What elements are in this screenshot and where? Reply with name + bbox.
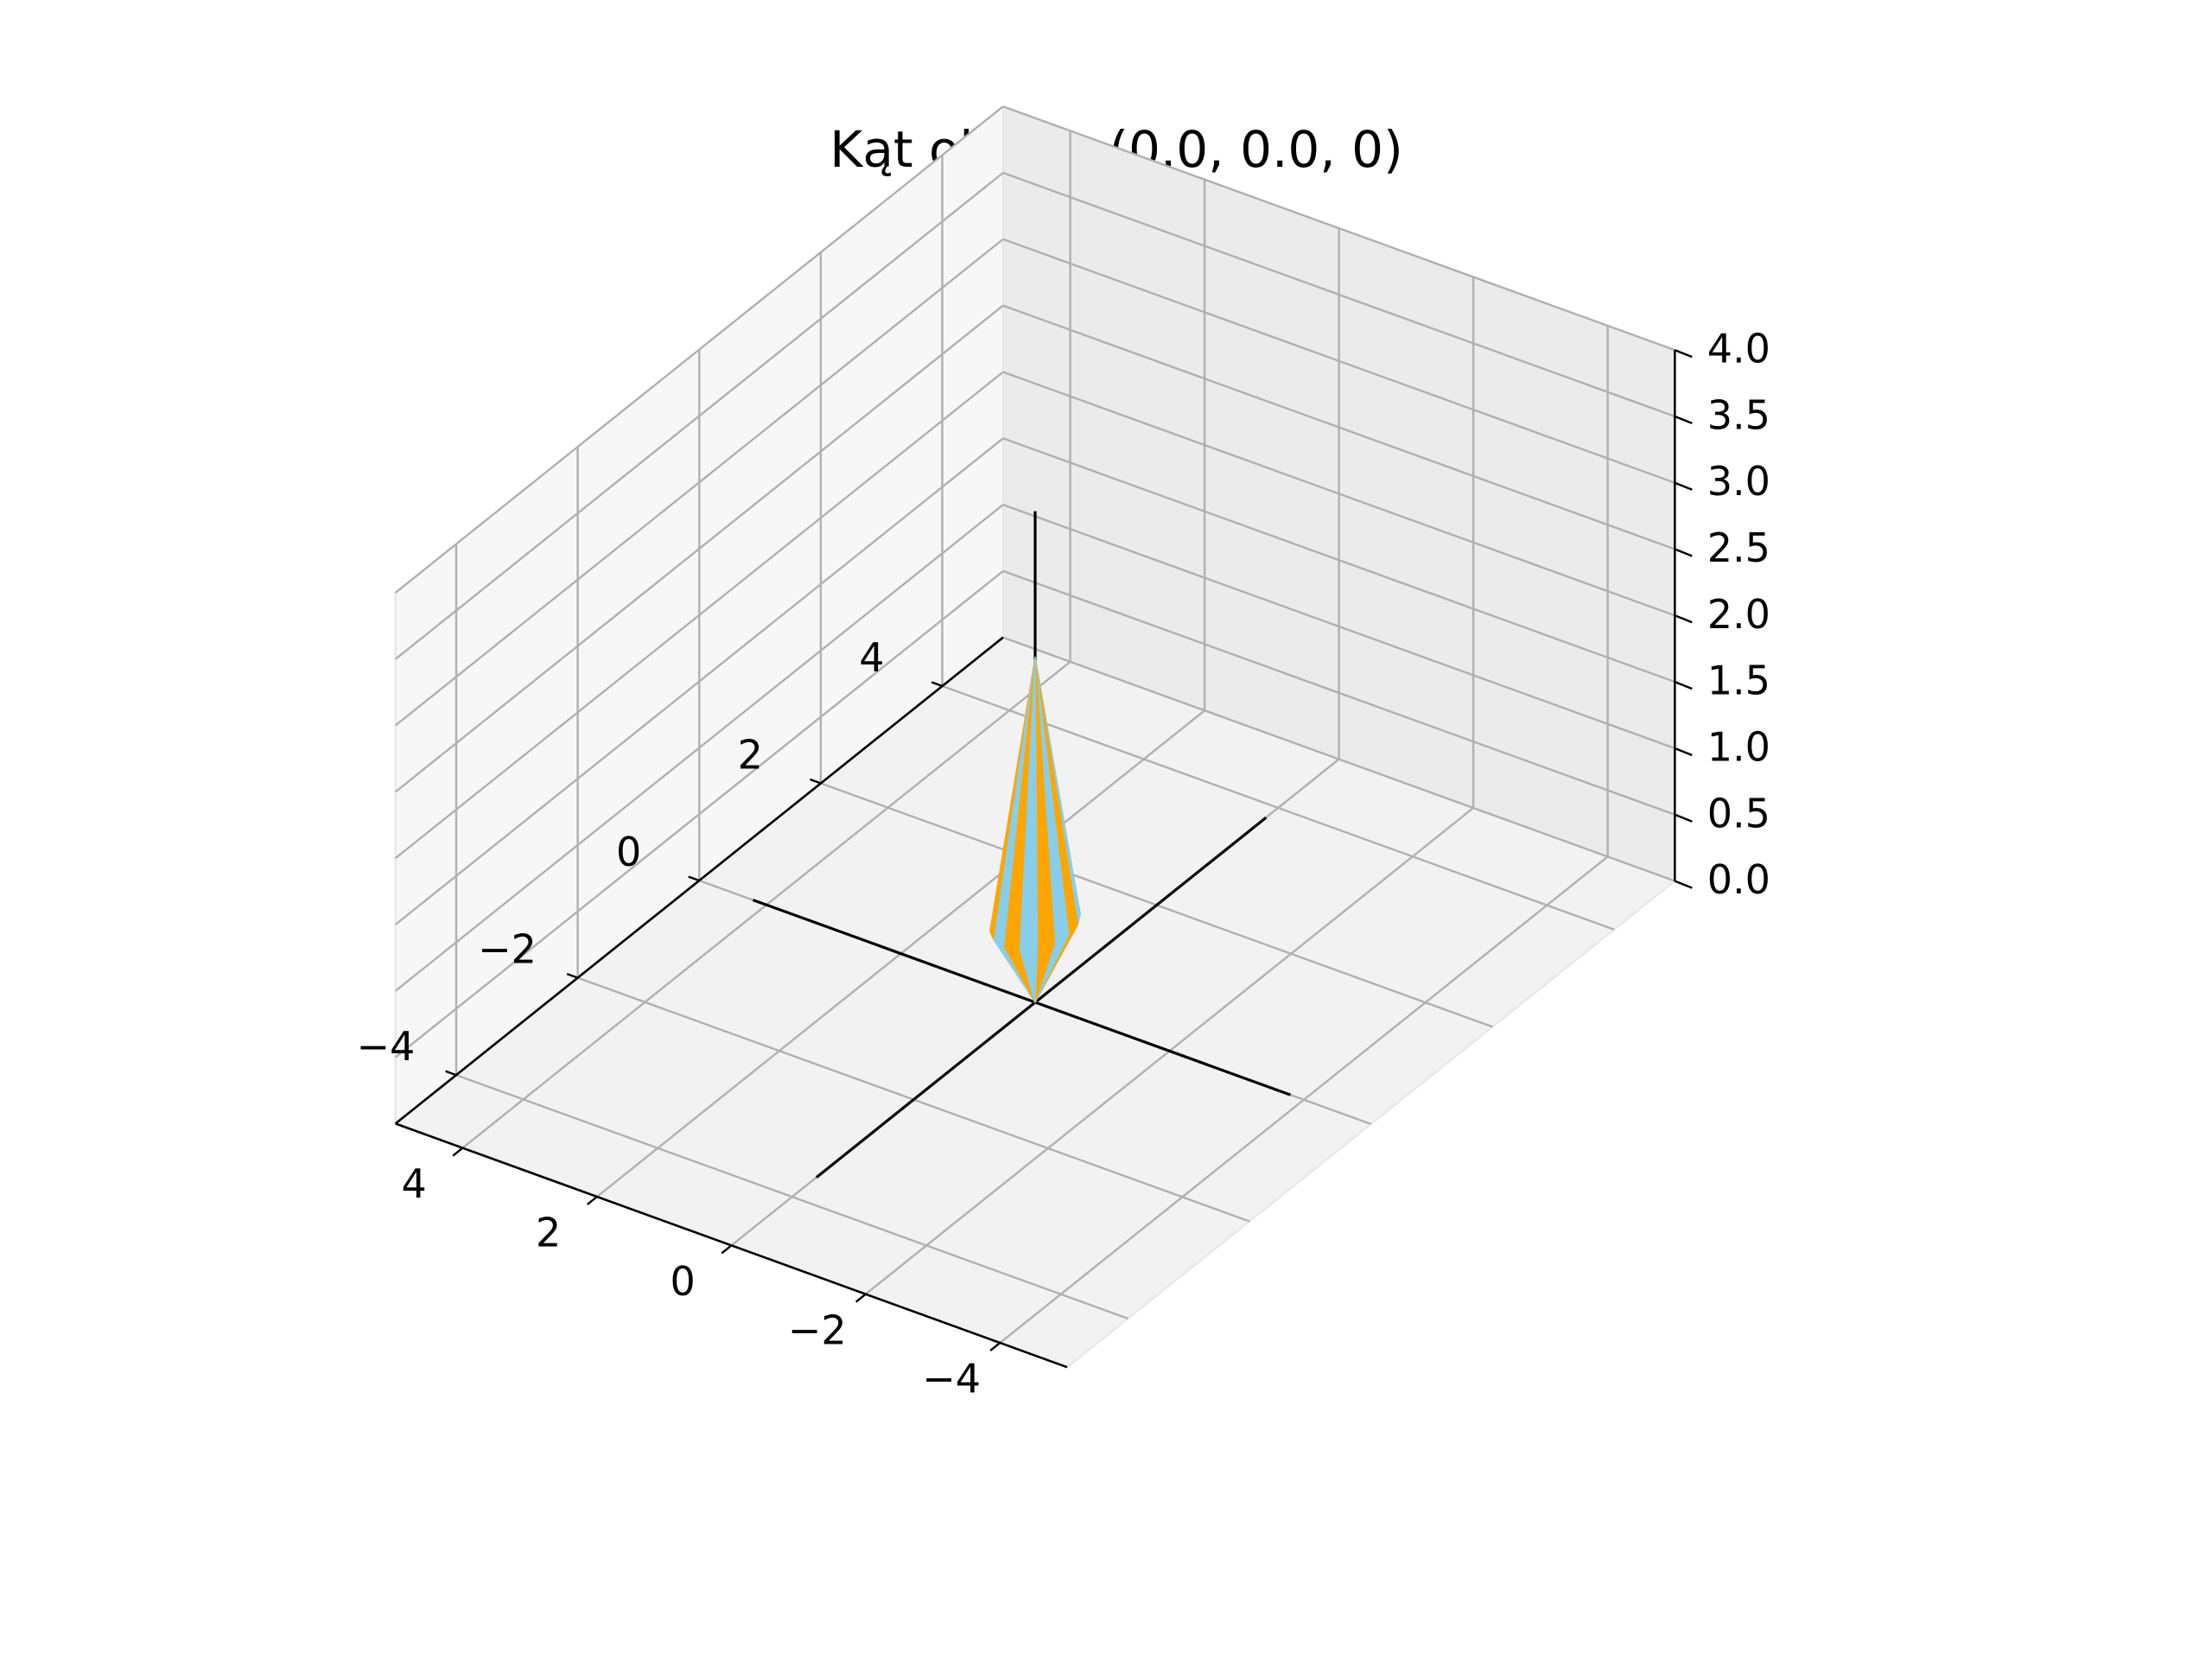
y-tick-1: [566, 972, 579, 979]
grid-z-side-2: [394, 504, 1004, 992]
y-tick-label-0: −4: [356, 1023, 415, 1070]
x-axis-line: [395, 1122, 1068, 1369]
z-tick-label-3: 1.5: [1707, 658, 1770, 704]
z-tick-7: [1674, 415, 1693, 425]
grid-z-back-4: [1002, 371, 1675, 617]
z-tick-8: [1674, 348, 1693, 359]
grid-y-floor-4: [942, 684, 1615, 931]
grid-z-side-7: [394, 172, 1004, 660]
grid-z-back-1: [1002, 569, 1675, 816]
grid-z-side-6: [394, 238, 1004, 727]
x-tick-2: [721, 1244, 733, 1255]
z-tick-label-6: 3.0: [1707, 458, 1770, 505]
x-tick-label-4: 4: [402, 1160, 427, 1207]
x-axis-line: [752, 899, 1291, 1096]
z-tick-label-2: 1.0: [1707, 724, 1770, 771]
grid-z-back-3: [1002, 437, 1675, 683]
spinning-top-surface: [989, 656, 1081, 1003]
grid-z-back-5: [1002, 304, 1675, 550]
tick-marks: −4 −2 0 2 4 −4 −2 0 2 4 0.0 0.5 1.0 1.5 2.0 2.5 3.0 3.5 4.…: [356, 326, 1770, 1402]
grid-z-back-6: [1002, 238, 1675, 484]
z-tick-label-0: 0.0: [1707, 856, 1770, 903]
grid-y-floor-0: [455, 1074, 1128, 1320]
z-tick-0: [1674, 880, 1693, 889]
z-tick-5: [1674, 548, 1693, 557]
y-tick-label-3: 2: [738, 731, 763, 778]
y-axis-line: [815, 816, 1268, 1179]
y-tick-label-4: 4: [859, 634, 884, 681]
z-tick-1: [1674, 813, 1693, 823]
z-tick-label-7: 3.5: [1707, 391, 1770, 438]
y-tick-2: [688, 875, 700, 882]
grid-z-back-8: [1002, 105, 1675, 352]
grid-z-back-7: [1002, 171, 1675, 418]
x-tick-label-2: 0: [671, 1258, 696, 1305]
z-tick-4: [1674, 614, 1693, 624]
z-tick-label-5: 2.5: [1707, 524, 1770, 571]
grid-z-side-5: [394, 304, 1004, 793]
grid-z-side-4: [394, 371, 1004, 860]
y-tick-0: [445, 1070, 457, 1077]
x-tick-label-0: −4: [922, 1356, 981, 1402]
y-tick-4: [931, 681, 943, 688]
x-tick-3: [586, 1196, 598, 1205]
y-tick-label-1: −2: [478, 926, 537, 973]
grid-z-side-8: [394, 105, 1004, 594]
z-tick-3: [1674, 680, 1693, 690]
x-tick-label-1: −2: [788, 1306, 847, 1353]
y-tick-3: [810, 778, 822, 785]
x-tick-1: [855, 1293, 867, 1303]
z-tick-label-1: 0.5: [1707, 790, 1770, 836]
x-tick-0: [989, 1342, 1001, 1352]
z-tick-label-8: 4.0: [1707, 326, 1770, 372]
grid-z-back-0: [1002, 636, 1675, 882]
x-tick-label-3: 2: [536, 1210, 561, 1256]
x-tick-4: [452, 1147, 464, 1157]
z-tick-2: [1674, 747, 1693, 757]
y-tick-label-2: 0: [616, 829, 641, 875]
grid-z-side-1: [394, 569, 1004, 1058]
grid-z-side-3: [394, 437, 1004, 925]
z-tick-label-4: 2.0: [1707, 591, 1770, 638]
top-cone-facet-10: [1019, 656, 1039, 950]
z-tick-6: [1674, 481, 1693, 491]
grid-z-back-2: [1002, 503, 1675, 750]
